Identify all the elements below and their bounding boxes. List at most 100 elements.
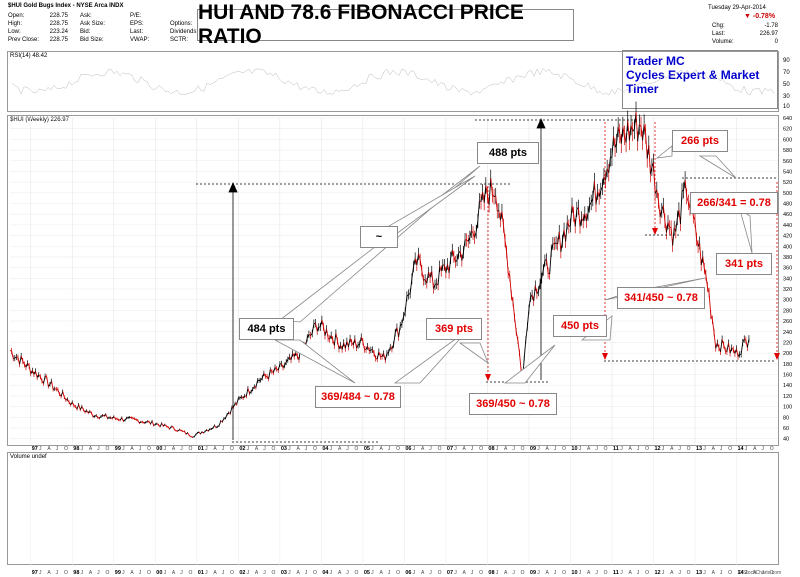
y-tick-label: 380 xyxy=(783,255,792,261)
rsi-segment xyxy=(11,82,16,86)
x-tick-month-volume: O xyxy=(230,570,234,576)
x-tick-month-price: O xyxy=(728,446,732,452)
x-tick-month-volume: J xyxy=(512,570,515,576)
rsi-segment xyxy=(644,82,649,85)
y-tick-label: 100 xyxy=(783,405,792,411)
rsi-segment xyxy=(626,89,631,93)
rsi-segment xyxy=(476,91,481,94)
rsi-segment xyxy=(143,80,148,82)
symbol-line: $HUI Gold Bugs Index - NYSE Arca INDX xyxy=(8,3,124,9)
rsi-segment xyxy=(59,87,64,89)
x-tick-year-price: 14 xyxy=(737,446,744,452)
rsi-segment xyxy=(494,83,499,85)
rsi-segment xyxy=(332,89,337,95)
x-tick-month-volume: A xyxy=(462,570,466,576)
y-tick-label: 180 xyxy=(783,362,792,368)
callout-484: 484 pts xyxy=(239,318,294,340)
x-tick-month-price: A xyxy=(421,446,425,452)
rsi-segment xyxy=(254,68,259,70)
quote-options-label: Options: xyxy=(170,21,193,27)
x-tick-month-price: J xyxy=(662,446,665,452)
y-tick-label: 580 xyxy=(783,148,792,154)
rsi-segment xyxy=(692,69,697,73)
x-tick-month-volume: J xyxy=(305,570,308,576)
x-tick-month-price: O xyxy=(272,446,276,452)
price-segment xyxy=(519,352,522,371)
quote-dividends-label: Dividends: xyxy=(170,29,199,35)
x-tick-month-price: J xyxy=(429,446,432,452)
rsi-segment xyxy=(740,86,745,93)
x-tick-month-volume: A xyxy=(172,570,176,576)
quote-sctr-label: SCTR: xyxy=(170,37,188,43)
rsi-segment xyxy=(719,79,724,81)
rsi-segment xyxy=(566,74,571,79)
x-tick-month-price: O xyxy=(604,446,608,452)
quote-asksize-label: Ask Size: xyxy=(80,21,106,27)
rsi-segment xyxy=(335,89,340,92)
x-tick-month-price: J xyxy=(496,446,499,452)
x-tick-month-volume: J xyxy=(496,570,499,576)
rsi-segment xyxy=(167,90,172,94)
rsi-segment xyxy=(23,86,28,88)
rsi-segment xyxy=(272,73,277,76)
rsi-segment xyxy=(353,84,358,88)
rsi-segment xyxy=(257,68,262,71)
x-tick-month-price: J xyxy=(512,446,515,452)
rsi-segment xyxy=(431,79,436,83)
x-tick-month-volume: O xyxy=(645,570,649,576)
rsi-segment xyxy=(605,92,610,96)
rsi-segment xyxy=(413,71,418,79)
x-tick-month-price: O xyxy=(355,446,359,452)
rsi-segment xyxy=(377,78,382,80)
x-tick-month-price: A xyxy=(504,446,508,452)
rsi-segment xyxy=(713,77,718,80)
quote-low-value: 223.24 xyxy=(49,29,68,35)
rsi-segment xyxy=(230,72,235,74)
rsi-segment xyxy=(62,87,67,89)
branding-line-2: Cycles Expert & Market Timer xyxy=(626,68,760,96)
rsi-segment xyxy=(398,68,403,76)
x-tick-month-volume: A xyxy=(629,570,633,576)
rsi-segment xyxy=(224,75,229,77)
quote-date: Tuesday 29-Apr-2014 xyxy=(708,5,766,11)
quote-lastprice-value: 226.97 xyxy=(759,31,778,37)
rsi-segment xyxy=(194,85,199,91)
branding-box: Trader MC Cycles Expert & Market Timer xyxy=(622,50,778,109)
rsi-segment xyxy=(203,82,208,92)
rsi-segment xyxy=(38,88,43,90)
rsi-segment xyxy=(140,76,145,81)
rsi-segment xyxy=(680,69,685,75)
rsi-label: RSI(14) 48.42 xyxy=(10,53,48,59)
x-tick-month-volume: A xyxy=(130,570,134,576)
price-label: $HUI (Weekly) 226.97 xyxy=(10,117,69,123)
rsi-segment xyxy=(614,87,619,95)
rsi-segment xyxy=(521,76,526,78)
rsi-segment xyxy=(578,84,583,87)
rsi-segment xyxy=(656,79,661,82)
y-tick-label: 140 xyxy=(783,383,792,389)
x-tick-month-volume: J xyxy=(595,570,598,576)
rsi-segment xyxy=(488,84,493,86)
rsi-segment xyxy=(497,82,502,85)
x-tick-month-volume: J xyxy=(164,570,167,576)
rsi-segment xyxy=(392,70,397,74)
quote-eps-label: EPS: xyxy=(130,21,144,27)
x-tick-month-price: A xyxy=(296,446,300,452)
x-tick-month-price: O xyxy=(313,446,317,452)
rsi-segment xyxy=(329,93,334,95)
rsi-segment xyxy=(53,85,58,89)
rsi-segment xyxy=(278,78,283,82)
callout-pointer xyxy=(698,155,737,179)
rsi-tick: 90 xyxy=(783,58,790,64)
callout-tilde: ~ xyxy=(360,226,398,248)
rsi-segment xyxy=(311,86,316,89)
x-tick-year-price: 99 xyxy=(115,446,121,452)
x-tick-month-volume: A xyxy=(504,570,508,576)
x-tick-year-volume: 03 xyxy=(281,570,287,576)
quote-vwap-label: VWAP: xyxy=(130,37,150,43)
rsi-segment xyxy=(110,69,115,74)
rsi-segment xyxy=(473,91,478,93)
y-tick-label: 280 xyxy=(783,308,792,314)
x-tick-month-price: J xyxy=(703,446,706,452)
rsi-segment xyxy=(185,93,190,95)
